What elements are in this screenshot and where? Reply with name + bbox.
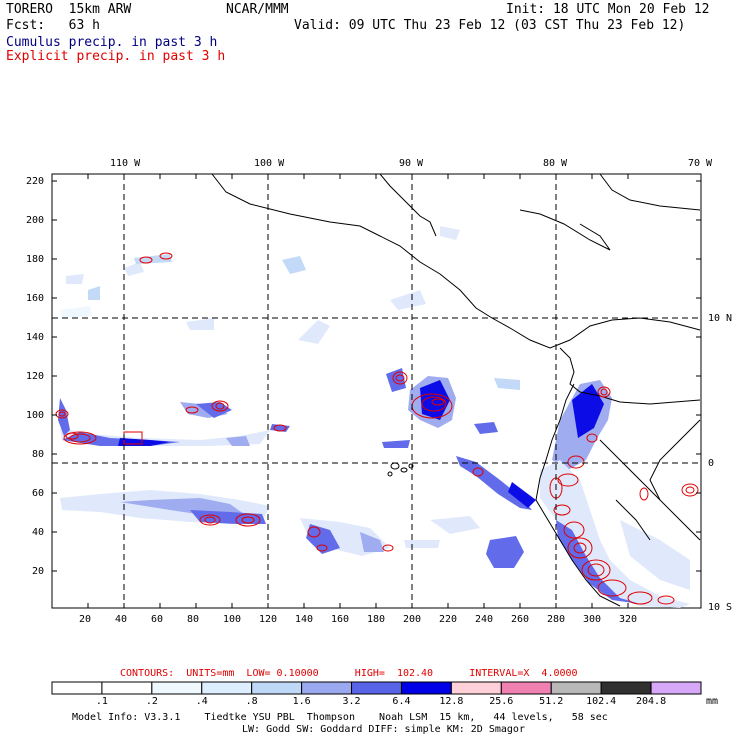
y-tick-label: 220 [26, 176, 45, 187]
y-tick-label: 160 [26, 293, 45, 304]
colorbar-label: 51.2 [539, 696, 564, 707]
x-tick-label: 120 [259, 614, 278, 625]
colorbar-swatch [101, 681, 153, 695]
colorbar-label: 3.2 [342, 696, 361, 707]
y-tick-label: 60 [32, 488, 45, 499]
colorbar-label: .1 [95, 696, 108, 707]
colorbar-label: .4 [195, 696, 208, 707]
lat-label-10n: 10 N [708, 313, 733, 324]
physics-info: LW: Godd SW: Goddard DIFF: simple KM: 2D… [242, 724, 525, 735]
colorbar [51, 681, 702, 695]
colorbar-swatch [301, 681, 353, 695]
x-tick-label: 100 [223, 614, 242, 625]
x-tick-label: 140 [295, 614, 314, 625]
x-tick-label: 60 [151, 614, 164, 625]
colorbar-swatch [151, 681, 203, 695]
lon-label-90w: 90 W [399, 158, 424, 169]
x-tick-label: 80 [187, 614, 200, 625]
model-title: TORERO 15km ARW [6, 2, 132, 17]
valid-time: Valid: 09 UTC Thu 23 Feb 12 (03 CST Thu … [294, 18, 686, 33]
colorbar-swatch [550, 681, 602, 695]
colorbar-label: 6.4 [392, 696, 411, 707]
y-axis-ticks [52, 180, 701, 572]
colorbar-swatch [650, 681, 702, 695]
y-tick-label: 40 [32, 527, 45, 538]
colorbar-swatch [600, 681, 652, 695]
x-axis-ticks [87, 174, 629, 608]
coastlines [211, 173, 701, 607]
x-tick-label: 20 [79, 614, 92, 625]
colorbar-label: .2 [145, 696, 158, 707]
y-tick-label: 180 [26, 254, 45, 265]
lon-label-100w: 100 W [254, 158, 285, 169]
explicit-precip-contours [55, 252, 699, 605]
x-tick-label: 180 [367, 614, 386, 625]
y-tick-label: 100 [26, 410, 45, 421]
field-explicit-label: Explicit precip. in past 3 h [6, 49, 226, 64]
colorbar-unit: mm [706, 696, 719, 707]
field-cumulus-label: Cumulus precip. in past 3 h [6, 35, 218, 50]
latlon-grid [52, 174, 701, 608]
colorbar-swatch [500, 681, 552, 695]
x-tick-label: 220 [439, 614, 458, 625]
lon-label-80w: 80 W [543, 158, 568, 169]
lat-label-0: 0 [708, 458, 715, 469]
y-tick-label: 80 [32, 449, 45, 460]
cumulus-precip-areas [58, 226, 690, 608]
colorbar-label: .8 [245, 696, 258, 707]
colorbar-swatch [400, 681, 452, 695]
y-tick-label: 140 [26, 332, 45, 343]
colorbar-label: 204.8 [636, 696, 667, 707]
colorbar-label: 12.8 [439, 696, 464, 707]
x-tick-label: 40 [115, 614, 128, 625]
colorbar-swatch [351, 681, 402, 695]
x-tick-label: 280 [547, 614, 566, 625]
colorbar-label: 102.4 [586, 696, 617, 707]
lon-label-110w: 110 W [110, 158, 141, 169]
lat-label-10s: 10 S [708, 602, 733, 613]
colorbar-swatch [51, 681, 103, 695]
contours-info: CONTOURS: UNITS=mm LOW= 0.10000 HIGH= 10… [120, 668, 578, 679]
x-tick-label: 260 [511, 614, 530, 625]
x-tick-label: 300 [583, 614, 602, 625]
x-tick-label: 240 [475, 614, 494, 625]
x-tick-label: 320 [619, 614, 638, 625]
colorbar-swatch [201, 681, 253, 695]
model-info: Model Info: V3.3.1 Tiedtke YSU PBL Thomp… [72, 712, 608, 723]
x-tick-label: 200 [403, 614, 422, 625]
y-tick-label: 120 [26, 371, 45, 382]
org-label: NCAR/MMM [226, 2, 289, 17]
lon-label-70w: 70 W [688, 158, 713, 169]
colorbar-label: 1.6 [292, 696, 311, 707]
colorbar-swatch [251, 681, 303, 695]
colorbar-swatch [450, 681, 502, 695]
y-tick-label: 20 [32, 566, 45, 577]
init-time: Init: 18 UTC Mon 20 Feb 12 [506, 2, 710, 17]
x-tick-label: 160 [331, 614, 350, 625]
colorbar-label: 25.6 [489, 696, 514, 707]
forecast-hour: Fcst: 63 h [6, 18, 100, 33]
y-tick-label: 200 [26, 215, 45, 226]
